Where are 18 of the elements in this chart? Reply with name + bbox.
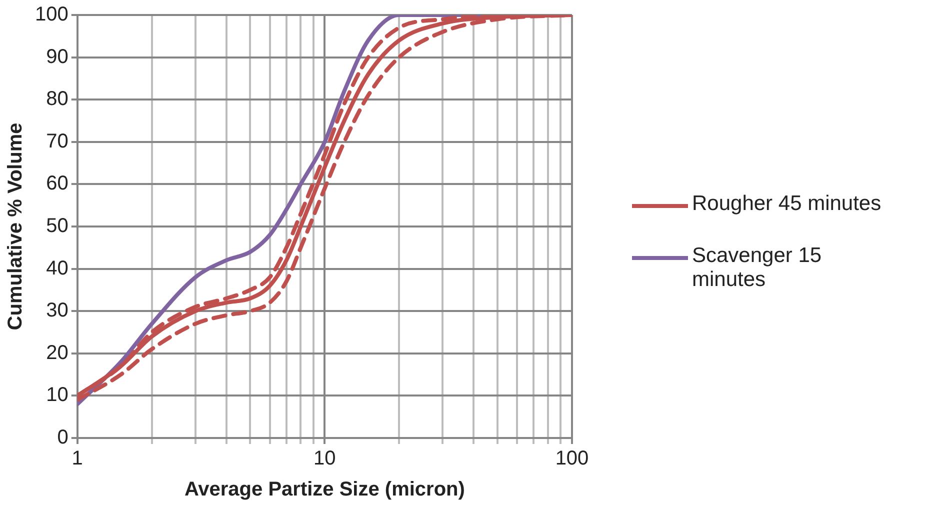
legend-label: Rougher 45 minutes <box>692 192 882 216</box>
x-tick-label: 10 <box>314 448 336 470</box>
y-tick-label: 90 <box>46 46 68 68</box>
y-tick-label: 10 <box>46 384 68 406</box>
y-tick-label: 0 <box>57 426 68 449</box>
y-tick-label: 50 <box>46 215 68 238</box>
y-tick-label: 60 <box>46 172 68 195</box>
y-axis-title: Cumulative % Volume <box>4 122 27 330</box>
y-tick-label: 20 <box>46 342 68 364</box>
y-tick-label: 40 <box>46 257 68 280</box>
y-tick-label: 30 <box>46 300 68 322</box>
x-axis-title: Average Partize Size (micron) <box>184 478 465 501</box>
legend-label: Scavenger 15 minutes <box>692 244 823 292</box>
y-tick-label: 70 <box>46 130 68 152</box>
y-tick-label: 100 <box>34 4 68 26</box>
x-tick-label: 100 <box>555 448 589 470</box>
y-tick-label: 80 <box>46 88 68 110</box>
x-tick-label: 1 <box>72 448 83 470</box>
